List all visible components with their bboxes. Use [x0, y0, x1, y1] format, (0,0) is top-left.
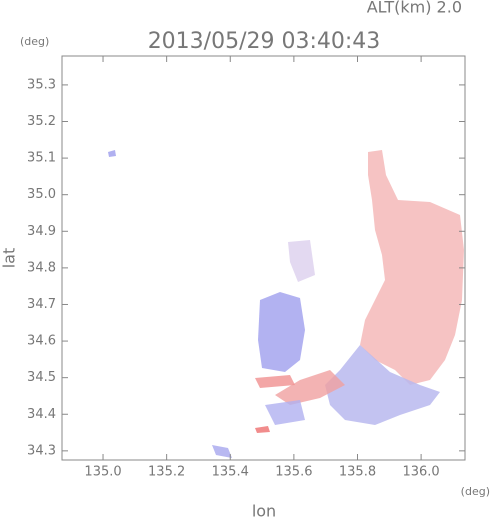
x-tick-label: 135.4: [212, 465, 249, 480]
y-tick-label: 34.5: [27, 370, 56, 385]
x-tick-label: 135.6: [275, 465, 312, 480]
plot-frame: [61, 55, 466, 461]
y-tick-label: 34.9: [27, 224, 56, 239]
echo: [108, 150, 464, 458]
y-tick-label: 35.3: [27, 77, 56, 92]
y-unit: (deg): [20, 35, 49, 48]
y-tick-label: 34.7: [27, 297, 56, 312]
y-tick-label: 35.2: [27, 114, 56, 129]
altitude: ALT(km) 2.0: [367, 0, 462, 17]
y-tick-label: 34.4: [27, 407, 56, 422]
y-tick-label: 34.6: [27, 334, 56, 349]
y-tick-label: 34.8: [27, 260, 56, 275]
x-tick-label: 136.0: [402, 465, 439, 480]
x-tick-label: 135.2: [148, 465, 185, 480]
chart-title: 2013/05/29 03:40:43: [148, 29, 381, 54]
x-axis-label: lon: [252, 502, 276, 521]
y-tick-label: 35.0: [27, 187, 56, 202]
x-tick-label: 135.8: [339, 465, 376, 480]
x-unit: (deg): [461, 485, 490, 498]
y-tick-label: 34.3: [27, 443, 56, 458]
y-tick-label: 35.1: [27, 151, 56, 166]
y-axis-label: lat: [0, 248, 19, 269]
x-tick-label: 135.0: [84, 465, 121, 480]
